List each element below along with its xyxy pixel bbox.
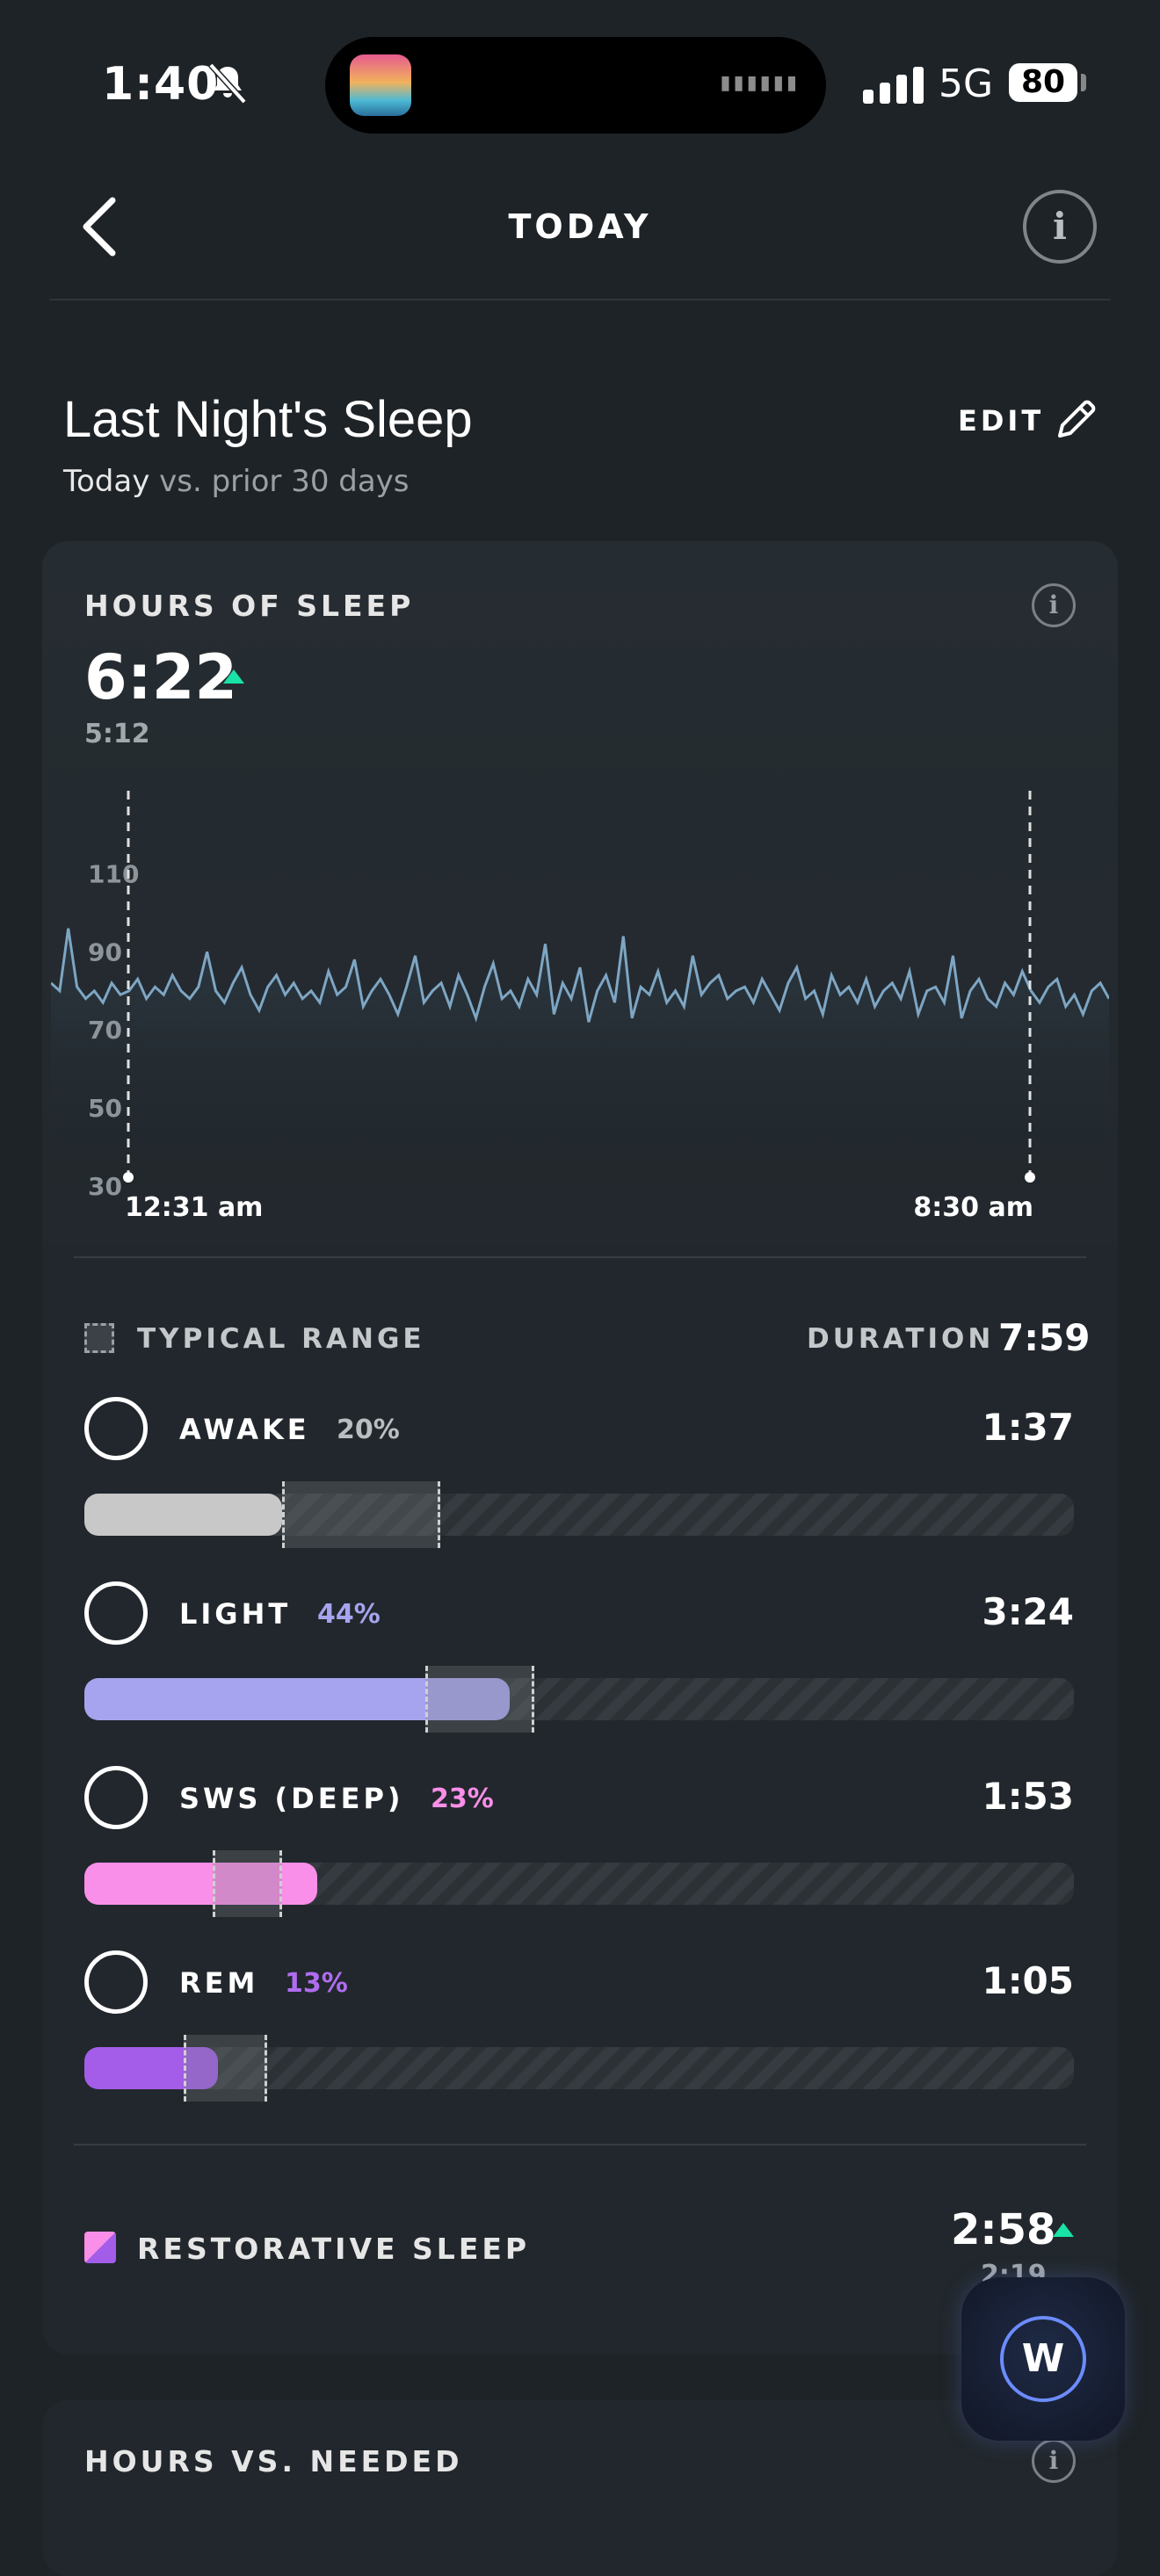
start-time-marker-dot xyxy=(123,1172,134,1183)
restorative-trend-up-icon xyxy=(1053,2223,1074,2237)
stage-bar-fill xyxy=(84,1863,317,1905)
stage-typical-range xyxy=(425,1666,535,1733)
chart-divider xyxy=(74,1256,1086,1258)
hours-info-icon[interactable]: i xyxy=(1032,583,1076,627)
stage-duration: 1:37 xyxy=(982,1406,1074,1449)
stage-name: AWAKE xyxy=(179,1413,310,1446)
silent-bell-icon xyxy=(208,62,247,105)
cellular-signal-icon xyxy=(863,67,924,104)
stage-name: SWS (DEEP) xyxy=(179,1782,404,1815)
y-tick-label: 70 xyxy=(88,1016,122,1045)
restorative-sleep-label: RESTORATIVE SLEEP xyxy=(137,2232,531,2266)
y-tick-label: 30 xyxy=(88,1172,122,1201)
hours-previous-value: 5:12 xyxy=(84,719,150,749)
coach-logo-icon: W xyxy=(1000,2316,1086,2402)
stage-percent: 23% xyxy=(431,1784,494,1814)
stage-typical-range xyxy=(183,2035,268,2102)
network-type: 5G xyxy=(939,62,994,106)
pencil-icon[interactable] xyxy=(1053,397,1098,443)
restorative-sleep-value: 2:58 xyxy=(951,2205,1056,2254)
y-tick-label: 90 xyxy=(88,937,122,966)
heart-rate-chart[interactable]: 110 90 70 50 30 12:31 am 8:30 am xyxy=(51,791,1109,1230)
audio-wave-icon: ▮▮▮▮▮▮ xyxy=(720,72,800,94)
stage-typical-range xyxy=(213,1850,283,1917)
stage-percent: 13% xyxy=(285,1968,348,1999)
hours-vs-needed-card[interactable] xyxy=(42,2400,1118,2576)
typical-range-swatch xyxy=(84,1323,114,1353)
stage-duration: 1:05 xyxy=(982,1959,1074,2002)
chart-fill-area xyxy=(51,928,1109,1186)
section-title: Last Night's Sleep xyxy=(63,391,473,448)
back-chevron-icon[interactable] xyxy=(77,195,121,258)
typical-range-label: TYPICAL RANGE xyxy=(137,1323,425,1355)
start-time-label: 12:31 am xyxy=(125,1192,263,1223)
status-time: 1:40 xyxy=(102,58,220,111)
info-icon[interactable]: i xyxy=(1023,190,1097,264)
section-subtitle: Today vs. prior 30 days xyxy=(63,464,410,499)
stage-duration: 3:24 xyxy=(982,1590,1074,1633)
heart-rate-series-line xyxy=(51,928,1109,1023)
hours-of-sleep-value: 6:22 xyxy=(84,641,238,713)
hours-of-sleep-label: HOURS OF SLEEP xyxy=(84,589,415,623)
stage-percent: 20% xyxy=(337,1415,400,1445)
hours-vs-needed-label: HOURS VS. NEEDED xyxy=(84,2444,463,2478)
chart-markers: 12:31 am 8:30 am xyxy=(123,791,1035,1223)
stage-ring-icon xyxy=(84,1581,148,1645)
stage-name: LIGHT xyxy=(179,1597,292,1631)
page-title: TODAY xyxy=(508,207,652,246)
duration-value: 7:59 xyxy=(998,1316,1091,1359)
edit-button[interactable]: EDIT xyxy=(958,404,1045,438)
trend-up-icon xyxy=(223,669,244,684)
dynamic-island[interactable]: ▮▮▮▮▮▮ xyxy=(325,37,826,134)
battery-indicator: 80 xyxy=(1009,63,1077,102)
stage-duration: 1:53 xyxy=(982,1775,1074,1818)
stage-ring-icon xyxy=(84,1950,148,2014)
stage-bar-track xyxy=(84,1850,1074,1917)
stage-bar-track xyxy=(84,2035,1074,2102)
stage-bar-track xyxy=(84,1666,1074,1733)
stages-divider xyxy=(74,2144,1086,2145)
chart-area xyxy=(51,928,1109,1186)
subtitle-comparison: vs. prior 30 days xyxy=(149,464,410,499)
chart-y-axis: 110 90 70 50 30 xyxy=(88,859,139,1201)
chart-line xyxy=(51,928,1109,1023)
coach-button[interactable]: W xyxy=(961,2277,1125,2441)
duration-label: DURATION xyxy=(807,1323,995,1355)
subtitle-today: Today xyxy=(63,464,150,499)
end-time-marker-dot xyxy=(1025,1172,1035,1183)
hours-vs-needed-info-icon[interactable]: i xyxy=(1032,2439,1076,2483)
stage-ring-icon xyxy=(84,1397,148,1460)
now-playing-app-icon[interactable] xyxy=(350,54,411,116)
stage-name: REM xyxy=(179,1966,259,2000)
end-time-label: 8:30 am xyxy=(913,1192,1033,1223)
stage-bar-fill xyxy=(84,1494,283,1536)
stage-bar-track xyxy=(84,1481,1074,1548)
y-tick-label: 50 xyxy=(88,1094,122,1123)
stage-ring-icon xyxy=(84,1766,148,1829)
nav-divider xyxy=(49,299,1111,300)
stage-bar-fill xyxy=(84,2047,218,2089)
battery-tip xyxy=(1081,74,1086,91)
restorative-swatch xyxy=(84,2232,116,2263)
y-tick-label: 110 xyxy=(88,859,139,888)
stage-percent: 44% xyxy=(317,1599,381,1630)
stage-typical-range xyxy=(282,1481,441,1548)
stage-bar-fill xyxy=(84,1678,511,1720)
